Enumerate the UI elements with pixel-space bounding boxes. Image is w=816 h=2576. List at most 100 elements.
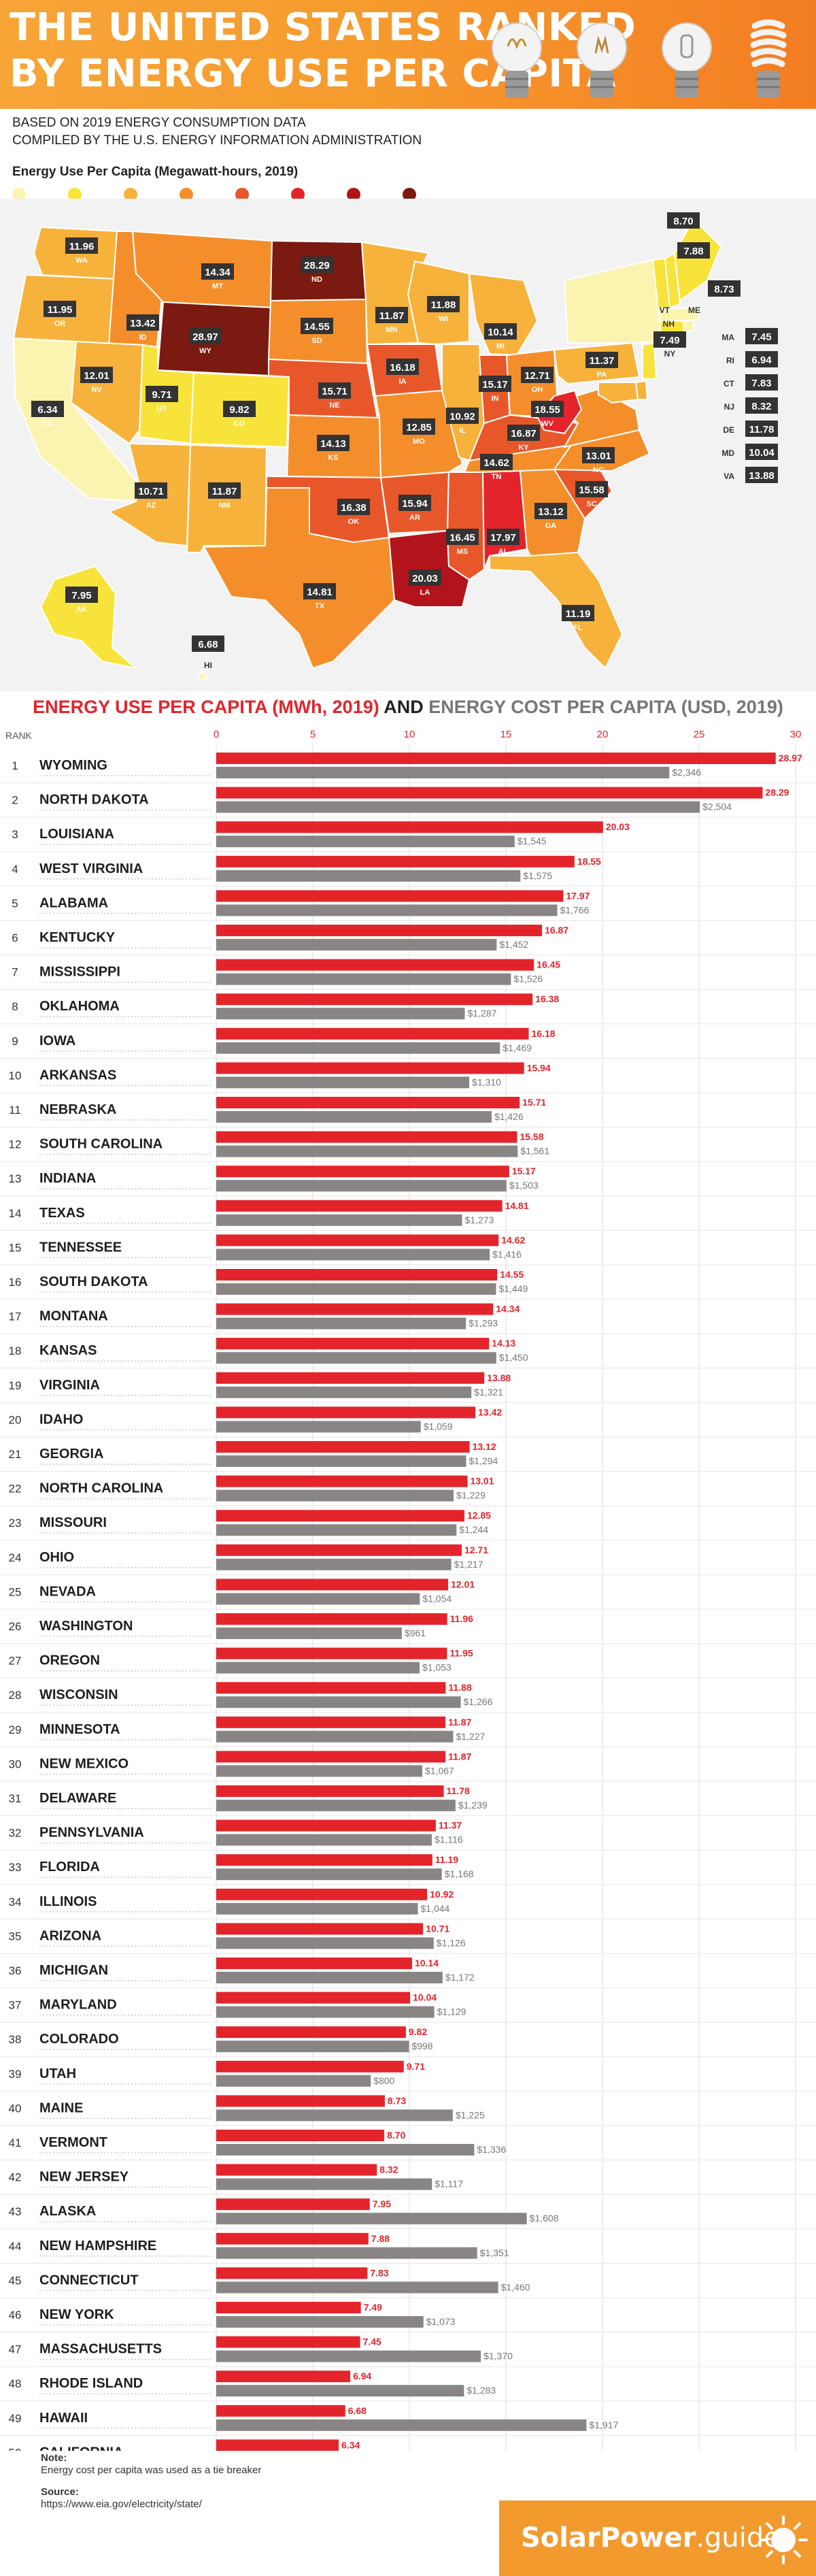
badge-value-wv: 18.55 [534, 404, 560, 416]
state-hi [196, 670, 209, 682]
rank-number: 41 [9, 2136, 22, 2149]
badge-value-sc: 15.58 [579, 484, 605, 496]
state-badge-wv: 18.55 WV [531, 401, 564, 428]
rank-number: 6 [12, 931, 18, 944]
cost-value-label: $1,287 [468, 1008, 497, 1019]
chart-title-energy: ENERGY USE PER CAPITA (MWh, 2019) [33, 697, 379, 717]
badge-abbr-wv: WV [541, 420, 554, 428]
badge-value-mt: 14.34 [205, 267, 231, 278]
energy-value-label: 16.45 [537, 959, 560, 970]
badge-box [208, 482, 241, 499]
state-badge-pa: 11.37 PA [585, 352, 618, 379]
state-name: NEW JERSEY [39, 2170, 129, 2185]
badge-abbr-ok: OK [348, 518, 360, 526]
energy-value-label: 14.81 [505, 1200, 529, 1211]
energy-value-label: 6.34 [341, 2439, 360, 2450]
chart-row: 41 VERMONT 8.70 $1,336 [0, 2125, 816, 2156]
energy-bar [216, 1097, 520, 1108]
rank-number: 19 [9, 1379, 22, 1392]
logo-banner[interactable]: SolarPower.guide [499, 2500, 816, 2576]
callout-value-va: 13.88 [749, 470, 775, 482]
us-map-panel: 11.96 WA 11.95 OR 6.34 CA 13.42 ID 12.01 NV 14.34 M… [0, 199, 816, 691]
cost-value-label: $1,116 [435, 1834, 463, 1845]
chart-row: 44 NEW HAMPSHIRE 7.88 $1,351 [0, 2228, 816, 2259]
rank-number: 49 [9, 2412, 22, 2425]
cost-bar [216, 1765, 423, 1777]
state-name: OHIO [39, 1550, 74, 1565]
energy-value-label: 28.97 [779, 753, 802, 763]
state-name: LOUISIANA [39, 827, 114, 842]
chart-row: 4 WEST VIRGINIA 18.55 $1,575 [0, 851, 816, 882]
rank-number: 21 [9, 1448, 22, 1461]
badge-box [409, 569, 441, 586]
cost-bar [216, 1489, 454, 1502]
chart-row: 45 CONNECTICUT 7.83 $1,460 [0, 2262, 816, 2294]
rank-number: 47 [9, 2343, 22, 2356]
rank-number: 24 [9, 1551, 22, 1564]
badge-box [201, 263, 234, 280]
energy-bar [216, 821, 603, 833]
cost-bar [216, 870, 521, 882]
energy-value-label: 15.17 [512, 1166, 536, 1176]
cost-bar [216, 836, 515, 848]
top-tick-1: 5 [310, 729, 316, 740]
top-tick-6: 30 [790, 729, 802, 740]
state-badge-ia: 16.18 IA [386, 359, 419, 386]
chart-row: 1 WYOMING 28.97 $2,346 [12, 753, 802, 778]
cost-value-label: $1,917 [589, 2420, 618, 2430]
rank-number: 26 [9, 1620, 22, 1633]
badge-value-in: 15.17 [482, 379, 508, 391]
incandescent-bulb-icon [577, 22, 627, 98]
state-name: MASSACHUSETTS [39, 2342, 162, 2357]
badge-box [375, 307, 408, 323]
energy-bar [216, 1579, 449, 1591]
top-tick-0: 0 [214, 729, 219, 740]
badge-box [575, 481, 608, 497]
energy-bar [216, 1372, 485, 1384]
source-url[interactable]: https://www.eia.gov/electricity/state/ [41, 2498, 202, 2510]
cost-value-label: $1,283 [466, 2385, 496, 2396]
state-badge-ne: 15.71 NE [318, 382, 351, 410]
callout-abbr-vt: VT [660, 306, 670, 315]
badge-box [301, 318, 333, 334]
badge-box [484, 323, 517, 340]
badge-value-fl: 11.19 [566, 608, 591, 620]
rank-number: 17 [9, 1310, 22, 1323]
state-callout-ri: 6.94 RI [726, 351, 778, 367]
callout-value-nh: 7.88 [683, 246, 703, 257]
rank-number: 15 [9, 1241, 22, 1254]
cost-bar [216, 1283, 496, 1295]
rank-number: 50 [9, 2446, 22, 2451]
badge-value-nv: 12.01 [84, 370, 109, 382]
cost-bar [216, 1800, 456, 1811]
cost-value-label: $1,452 [499, 939, 528, 950]
cost-value-label: $1,526 [513, 974, 543, 985]
rank-number: 22 [9, 1483, 22, 1496]
ranking-bar-chart: RANK0510152025300$0.5K$1.0K$1.5K$2.0K$2.… [0, 729, 816, 2451]
state-badge-ar: 15.94 AR [398, 495, 431, 522]
cost-value-label: $1,294 [469, 1455, 498, 1466]
state-callout-me: 8.73 ME [688, 280, 741, 315]
state-callout-va: 13.88 VA [724, 467, 778, 483]
cost-bar [216, 2281, 498, 2294]
badge-abbr-ut: UT [157, 405, 167, 413]
badge-box [521, 367, 554, 383]
state-name: OKLAHOMA [39, 999, 120, 1014]
callout-box [677, 242, 710, 259]
rank-number: 42 [9, 2171, 22, 2184]
chart-row: 40 MAINE 8.73 $1,225 [0, 2090, 816, 2121]
energy-bar [216, 1992, 411, 2004]
energy-value-label: 14.55 [500, 1269, 524, 1280]
state-name: MAINE [39, 2100, 83, 2115]
badge-value-tx: 14.81 [307, 587, 333, 598]
energy-value-label: 15.58 [520, 1132, 543, 1142]
state-name: KENTUCKY [39, 930, 116, 945]
badge-value-ak: 7.95 [71, 590, 91, 601]
cost-bar [216, 904, 558, 917]
top-tick-5: 25 [694, 729, 705, 740]
state-name: IDAHO [39, 1412, 83, 1427]
rank-number: 28 [9, 1689, 22, 1702]
callout-value-me: 8.73 [714, 284, 734, 295]
note-label: Note: [41, 2452, 67, 2464]
badge-box [427, 296, 460, 312]
